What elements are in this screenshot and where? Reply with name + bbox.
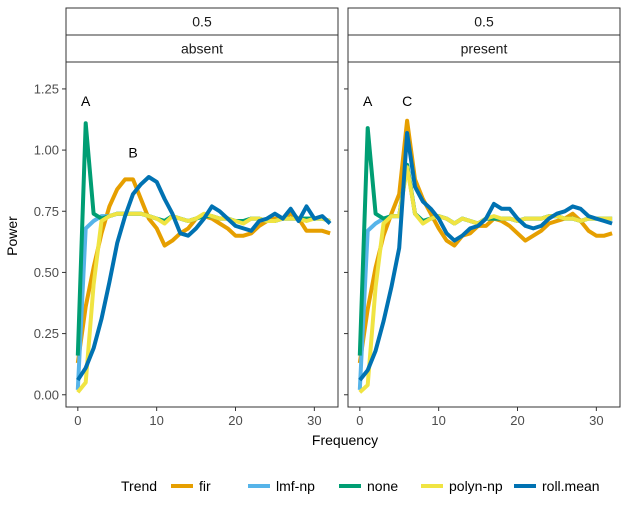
x-tick-label: 30 <box>589 413 603 428</box>
legend-label-roll-mean: roll.mean <box>542 478 600 494</box>
strip-top-label: 0.5 <box>474 14 494 30</box>
strip-top-box <box>65 7 339 36</box>
series-line-polyn-np <box>76 211 331 394</box>
y-axis-title: Power <box>4 216 20 256</box>
legend-label-polyn-np: polyn-np <box>449 478 503 494</box>
x-tick-label: 0 <box>356 413 363 428</box>
x-tick-label: 20 <box>228 413 242 428</box>
x-tick-label: 10 <box>431 413 445 428</box>
annotation-a: A <box>363 93 373 109</box>
strip-bottom-box <box>347 34 621 63</box>
strip-top-box <box>347 7 621 36</box>
y-tick-label: 0.25 <box>34 326 59 341</box>
strip-bottom-box <box>65 34 339 63</box>
panel-border <box>347 61 621 408</box>
legend-label-lmf-np: lmf-np <box>276 478 315 494</box>
facet-panel-2: 0.5 present 0 10 20 30 A C <box>344 7 621 428</box>
legend-title: Trend <box>121 478 157 494</box>
series-line-fir <box>357 118 613 364</box>
strip-top-label: 0.5 <box>192 14 212 30</box>
facet-panel-1: 0.5 absent 0.00 0.25 0.50 0.75 1.00 1.25 0 10 20 30… <box>34 7 339 428</box>
legend-label-none: none <box>367 478 398 494</box>
annotation-a: A <box>81 93 91 109</box>
series-line-roll-mean <box>76 175 332 382</box>
series-line-roll-mean <box>358 131 613 382</box>
y-tick-label: 1.25 <box>34 81 59 96</box>
x-tick-label: 20 <box>510 413 524 428</box>
x-tick-label: 0 <box>74 413 81 428</box>
y-tick-label: 0.75 <box>34 204 59 219</box>
strip-bottom-label: absent <box>181 41 223 57</box>
x-axis-title: Frequency <box>312 432 378 448</box>
legend-label-fir: fir <box>199 478 211 494</box>
annotation-c: C <box>402 93 412 109</box>
panel-border <box>65 61 339 408</box>
annotation-b: B <box>128 145 137 161</box>
y-tick-label: 0.00 <box>34 387 59 402</box>
x-tick-label: 30 <box>307 413 321 428</box>
x-tick-label: 10 <box>149 413 163 428</box>
legend: fir lmf-np none polyn-np roll.mean <box>171 478 600 494</box>
strip-bottom-label: present <box>461 41 508 57</box>
y-tick-label: 0.50 <box>34 265 59 280</box>
y-tick-label: 1.00 <box>34 143 59 158</box>
